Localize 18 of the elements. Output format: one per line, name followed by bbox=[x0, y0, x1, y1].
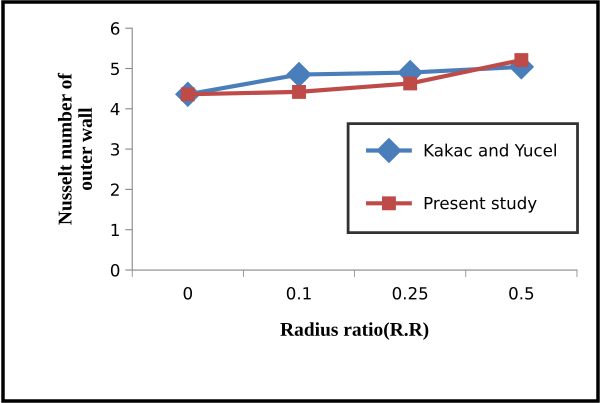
y-tick-label: 2 bbox=[111, 183, 119, 196]
x-tick-label: 0 bbox=[184, 286, 192, 300]
y-tick-label: 1 bbox=[112, 224, 119, 236]
point bbox=[403, 76, 418, 90]
y-tick-label: 3 bbox=[111, 143, 120, 156]
y-tick-label: 4 bbox=[110, 102, 120, 116]
legend-label: Kakac and Yucel bbox=[424, 144, 556, 157]
x-axis-title: Radius ratio(R.R) bbox=[280, 322, 428, 340]
point bbox=[292, 84, 306, 99]
x-tick-label: 0.5 bbox=[509, 286, 534, 300]
y-tick-label: 6 bbox=[110, 22, 120, 35]
x-tick-label: 0.25 bbox=[392, 286, 428, 300]
x-tick-label: 0.1 bbox=[286, 286, 311, 300]
y-tick-label: 0 bbox=[110, 264, 120, 277]
legend-label: Present study bbox=[424, 196, 537, 213]
y-axis-title: Nusselt number of outer wall bbox=[58, 72, 92, 225]
y-tick-label: 5 bbox=[111, 62, 119, 76]
point bbox=[514, 53, 528, 67]
